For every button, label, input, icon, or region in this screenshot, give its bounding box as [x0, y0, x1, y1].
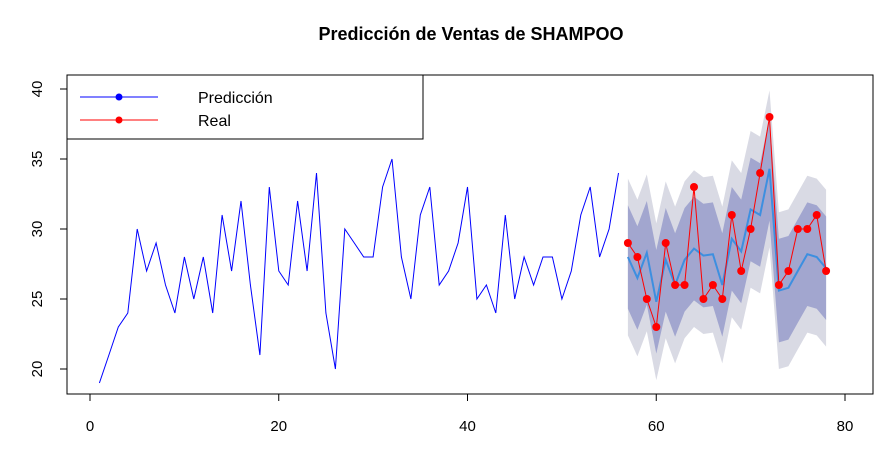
y-tick-label: 35: [29, 151, 46, 168]
actual-point: [671, 281, 680, 289]
legend: Predicción Real: [66, 74, 424, 140]
actual-point: [737, 267, 746, 275]
actual-point: [708, 281, 717, 289]
legend-marker-real: [115, 116, 123, 124]
actual-point: [746, 225, 755, 233]
y-tick-label: 25: [29, 291, 46, 308]
actual-point: [793, 225, 802, 233]
actual-point: [699, 295, 708, 303]
legend-label-prediccion: Predicción: [198, 90, 273, 107]
x-tick-label: 20: [270, 418, 287, 435]
actual-point: [822, 267, 831, 275]
actual-point: [812, 211, 821, 219]
x-tick-label: 60: [648, 418, 665, 435]
actual-point: [727, 211, 736, 219]
actual-point: [784, 267, 793, 275]
actual-point: [623, 239, 632, 247]
actual-point: [765, 113, 774, 121]
actual-point: [661, 239, 670, 247]
x-axis: 0 20 40 60 80: [86, 393, 854, 435]
chart-title: Predicción de Ventas de SHAMPOO: [318, 24, 623, 44]
prediction-intervals: [627, 90, 827, 381]
legend-label-real: Real: [198, 113, 231, 130]
actual-point: [633, 253, 642, 261]
y-tick-label: 30: [29, 221, 46, 238]
y-tick-label: 20: [29, 361, 46, 378]
x-tick-label: 0: [86, 418, 94, 435]
actual-point: [756, 169, 765, 177]
actual-point: [774, 281, 783, 289]
actual-point: [642, 295, 651, 303]
series-layer: [98, 113, 831, 384]
actual-line: [627, 116, 827, 328]
legend-box: [66, 74, 424, 140]
band-80: [627, 117, 827, 354]
x-tick-label: 40: [459, 418, 476, 435]
actual-point: [803, 225, 812, 233]
x-tick-label: 80: [837, 418, 854, 435]
actual-point: [652, 323, 661, 331]
actual-point: [718, 295, 727, 303]
y-tick-label: 40: [29, 81, 46, 98]
history-line: [98, 158, 619, 384]
y-axis: 20 25 30 35 40: [29, 81, 68, 378]
legend-marker-prediccion: [115, 93, 123, 101]
actual-point: [690, 183, 698, 191]
actual-point: [680, 281, 689, 289]
